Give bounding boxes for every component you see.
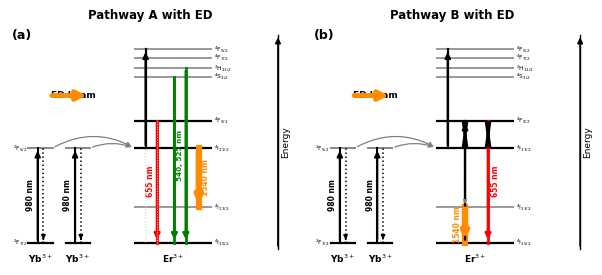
Text: (b): (b) <box>314 29 335 42</box>
Text: $^4$F$_{7/2}$: $^4$F$_{7/2}$ <box>516 53 530 62</box>
Text: $^2$H$_{11/2}$: $^2$H$_{11/2}$ <box>214 64 232 73</box>
Text: ED beam: ED beam <box>353 91 397 100</box>
Text: $^4$I$_{13/2}$: $^4$I$_{13/2}$ <box>516 202 531 211</box>
Text: 655 nm: 655 nm <box>146 166 155 197</box>
Text: 980 nm: 980 nm <box>365 179 374 211</box>
Text: 1540 nm: 1540 nm <box>202 159 211 196</box>
Text: $^2$F$_{7/2}$: $^2$F$_{7/2}$ <box>315 238 329 247</box>
Text: Er$^{3+}$: Er$^{3+}$ <box>162 253 184 265</box>
Text: Energy: Energy <box>583 126 592 158</box>
Text: ED beam: ED beam <box>51 91 95 100</box>
Text: $^4$I$_{15/2}$: $^4$I$_{15/2}$ <box>516 238 531 247</box>
Text: $^4$F$_{7/2}$: $^4$F$_{7/2}$ <box>214 53 228 62</box>
Text: $^4$F$_{9/2}$: $^4$F$_{9/2}$ <box>214 116 228 125</box>
Text: $^4$I$_{13/2}$: $^4$I$_{13/2}$ <box>214 202 229 211</box>
Text: 980 nm: 980 nm <box>63 179 72 211</box>
Text: 980 nm: 980 nm <box>328 179 337 211</box>
Text: $^4$I$_{11/2}$: $^4$I$_{11/2}$ <box>516 143 531 153</box>
Title: Pathway A with ED: Pathway A with ED <box>88 9 212 22</box>
Text: Yb$^{3+}$: Yb$^{3+}$ <box>66 253 90 265</box>
Text: 980 nm: 980 nm <box>26 179 35 211</box>
Text: $^2$F$_{5/2}$: $^2$F$_{5/2}$ <box>13 143 27 153</box>
Text: 655 nm: 655 nm <box>491 166 500 197</box>
Text: 1540 nm: 1540 nm <box>453 206 462 243</box>
Text: $^4$F$_{5/2}$: $^4$F$_{5/2}$ <box>214 45 228 54</box>
Text: Yb$^{3+}$: Yb$^{3+}$ <box>368 253 393 265</box>
Text: $^4$S$_{3/2}$: $^4$S$_{3/2}$ <box>214 72 228 81</box>
Text: $^4$S$_{3/2}$: $^4$S$_{3/2}$ <box>516 72 530 81</box>
Text: Er$^{3+}$: Er$^{3+}$ <box>464 253 486 265</box>
Text: Energy: Energy <box>281 126 290 158</box>
Text: $^4$I$_{15/2}$: $^4$I$_{15/2}$ <box>214 238 229 247</box>
Text: (a): (a) <box>12 29 32 42</box>
Text: $^4$F$_{5/2}$: $^4$F$_{5/2}$ <box>516 45 530 54</box>
Text: $^2$H$_{11/2}$: $^2$H$_{11/2}$ <box>516 64 534 73</box>
Text: Yb$^{3+}$: Yb$^{3+}$ <box>330 253 355 265</box>
Text: Yb$^{3+}$: Yb$^{3+}$ <box>28 253 53 265</box>
Title: Pathway B with ED: Pathway B with ED <box>390 9 514 22</box>
Text: $^2$F$_{5/2}$: $^2$F$_{5/2}$ <box>315 143 329 153</box>
Text: $^4$F$_{9/2}$: $^4$F$_{9/2}$ <box>516 116 530 125</box>
Text: 540, 525 nm: 540, 525 nm <box>176 130 182 181</box>
Text: $^4$I$_{11/2}$: $^4$I$_{11/2}$ <box>214 143 229 153</box>
Text: $^2$F$_{7/2}$: $^2$F$_{7/2}$ <box>13 238 27 247</box>
